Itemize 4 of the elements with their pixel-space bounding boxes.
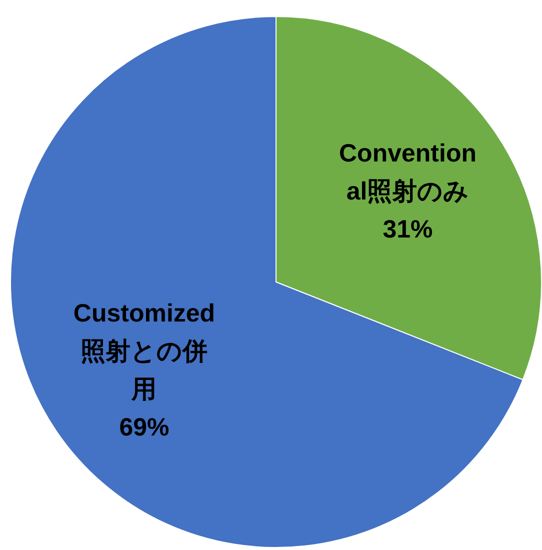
data-label: 69% (119, 413, 170, 442)
data-label: 31% (382, 215, 433, 244)
slice-label: Customized照射との併用 (73, 299, 216, 404)
slice-label: Conventional照射のみ (339, 139, 477, 206)
